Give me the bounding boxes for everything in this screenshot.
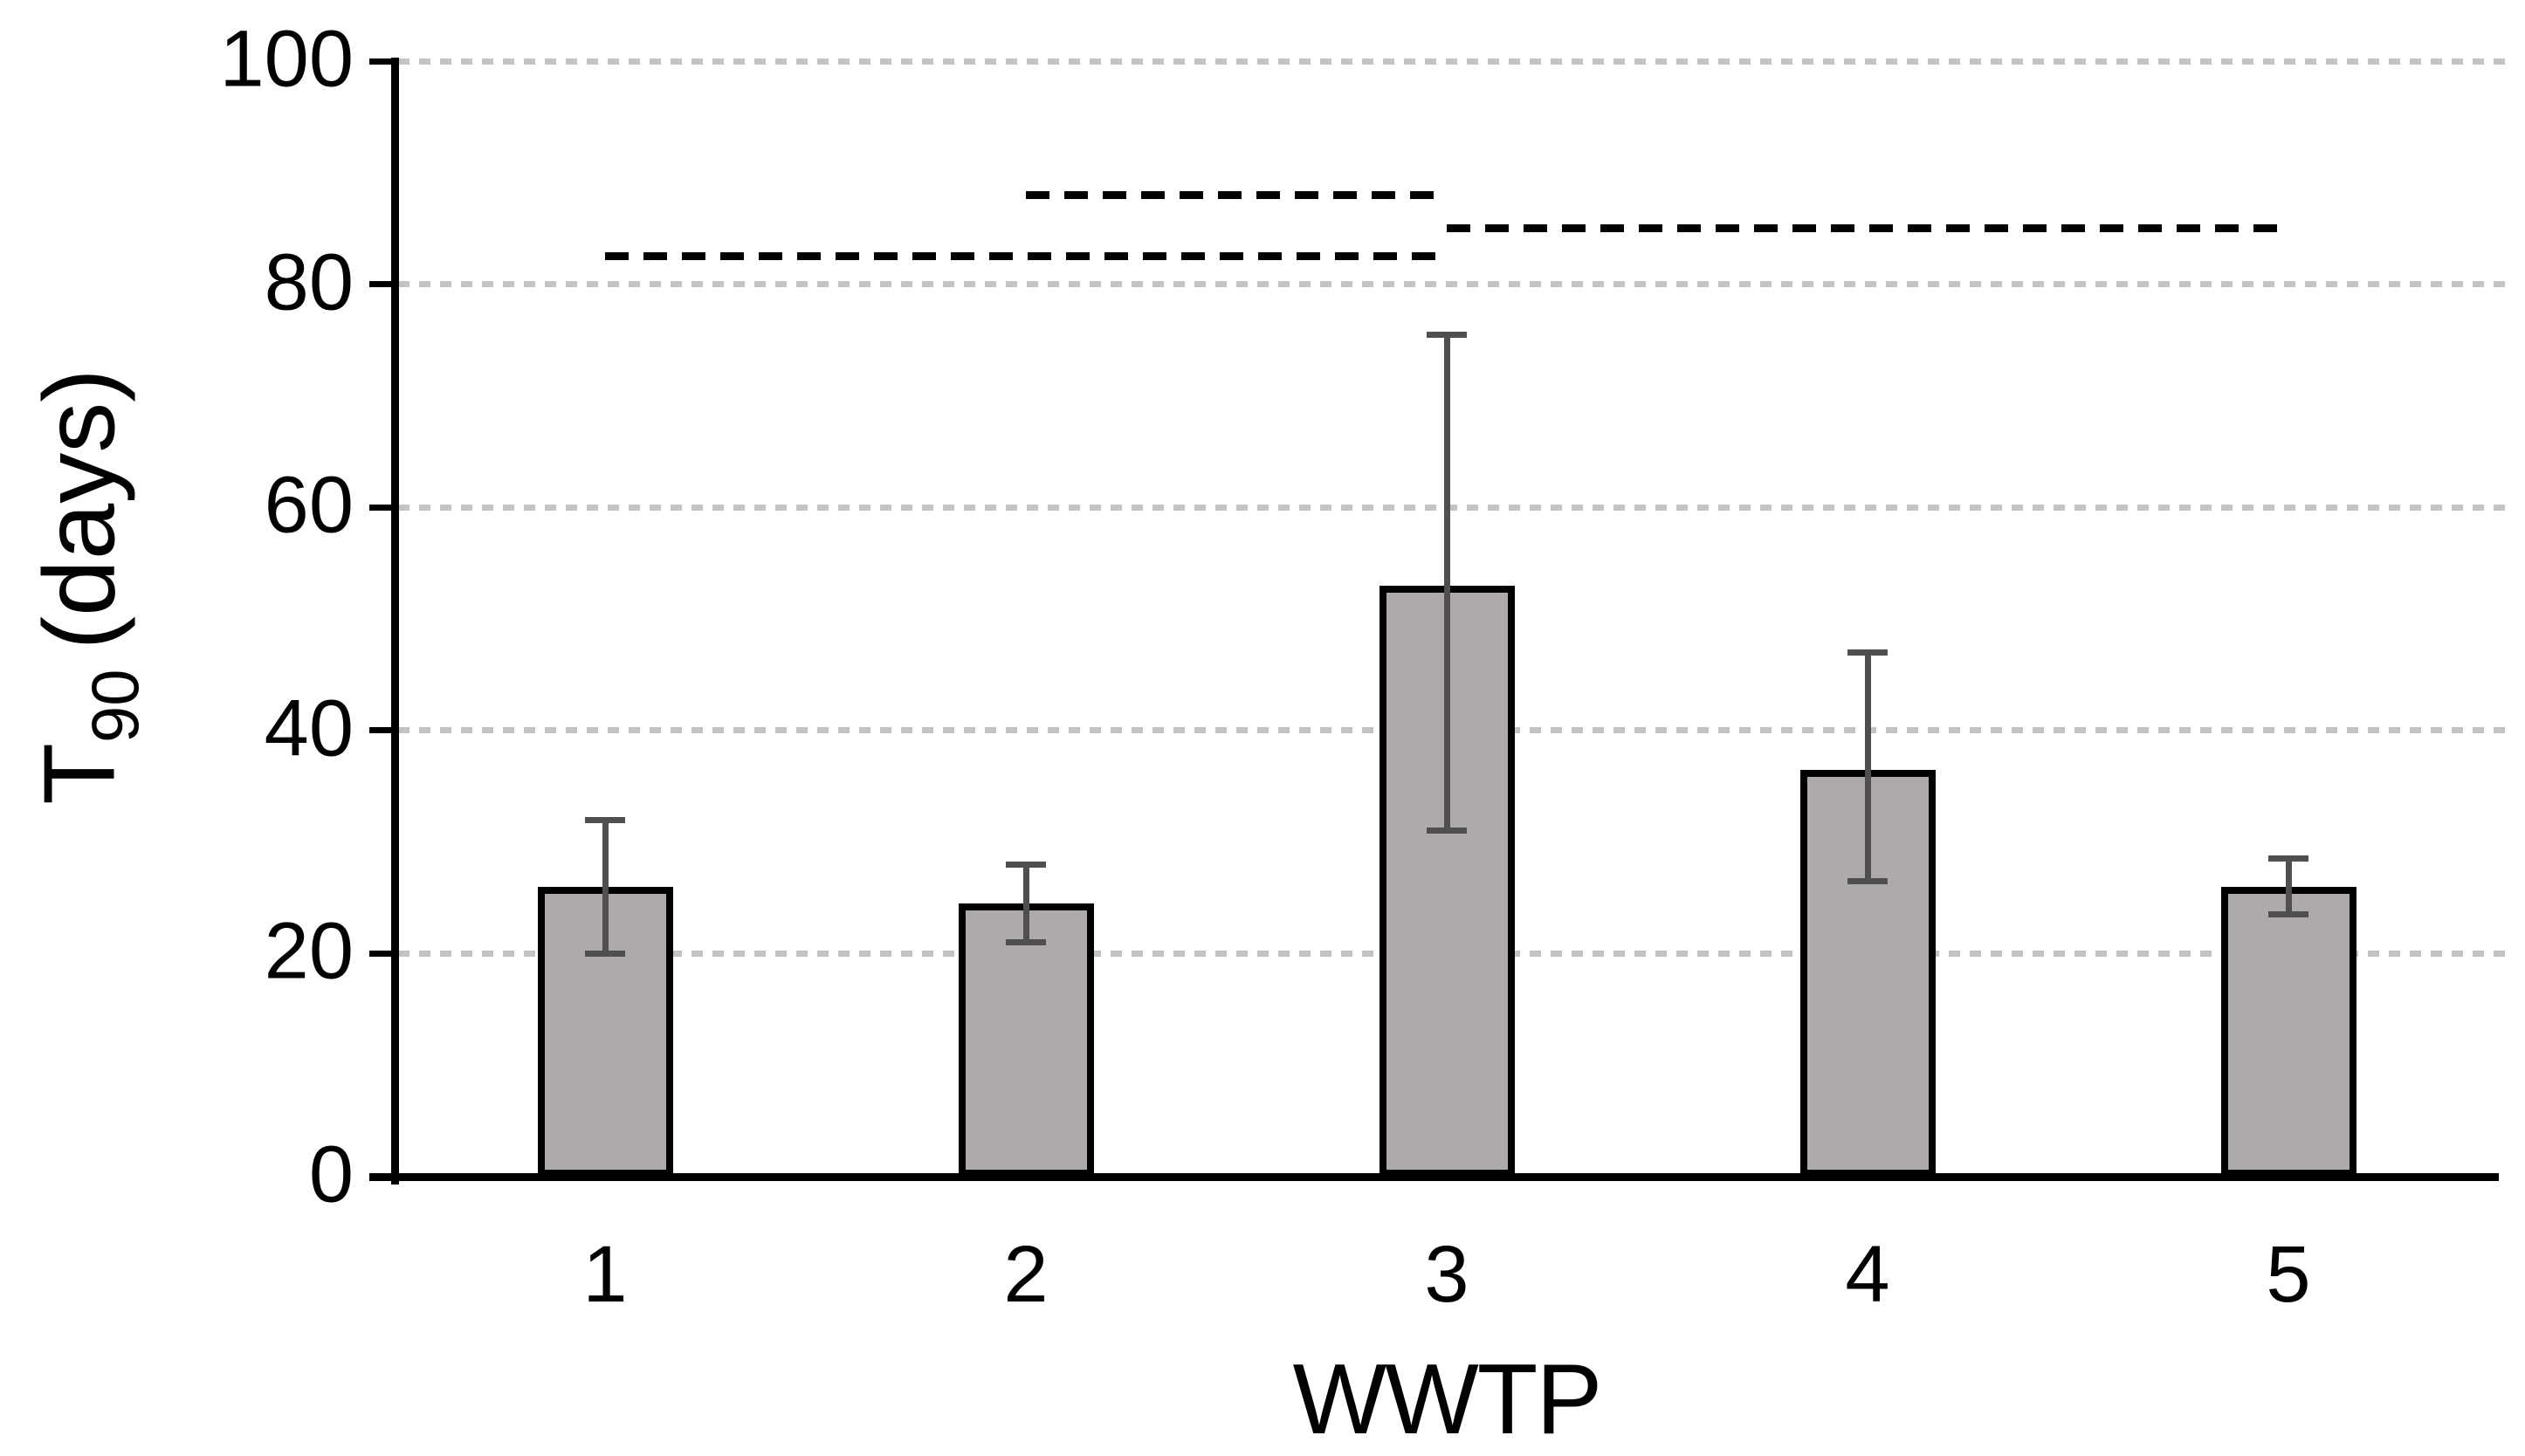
y-tick-label-60: 60 [264,460,354,550]
x-tick-label-1: 1 [582,1230,628,1319]
x-tick-label-5: 5 [2266,1230,2311,1319]
y-tick-mark-20 [369,950,395,957]
error-bar-top-cap-4 [1847,649,1888,656]
gridline-60 [398,504,2506,511]
significance-line-2 [1026,190,1447,199]
error-bar-line-5 [2285,858,2292,915]
error-bar-top-cap-3 [1427,331,1467,338]
error-bar-top-cap-2 [1006,861,1046,868]
y-tick-label-0: 0 [308,1130,354,1219]
significance-line-1 [605,252,1447,261]
y-tick-label-80: 80 [264,237,354,326]
y-tick-mark-60 [369,504,395,511]
y-tick-mark-100 [369,58,395,65]
error-bar-line-3 [1443,334,1450,831]
gridline-100 [398,58,2506,65]
x-tick-label-3: 3 [1424,1230,1469,1319]
significance-line-3 [1447,224,2288,233]
error-bar-bottom-cap-5 [2268,911,2308,918]
y-tick-mark-80 [369,281,395,288]
error-bar-bottom-cap-1 [585,950,625,957]
x-tick-label-4: 4 [1845,1230,1890,1319]
y-tick-label-100: 100 [219,14,354,104]
y-tick-label-40: 40 [264,683,354,773]
x-axis-line [369,1173,2499,1181]
error-bar-bottom-cap-2 [1006,939,1046,946]
error-bar-line-2 [1022,864,1029,943]
error-bar-line-1 [602,820,609,954]
error-bar-bottom-cap-4 [1847,877,1888,884]
x-axis-title: WWTP [1292,1344,1603,1455]
error-bar-bottom-cap-3 [1427,828,1467,834]
error-bar-line-4 [1864,652,1871,882]
x-tick-label-2: 2 [1003,1230,1049,1319]
error-bar-top-cap-1 [585,816,625,823]
bar-wwtp-5 [2220,886,2356,1177]
error-bar-top-cap-5 [2268,855,2308,862]
y-tick-mark-40 [369,727,395,734]
y-axis-line [391,58,399,1185]
y-tick-label-20: 20 [264,906,354,996]
gridline-80 [398,281,2506,288]
